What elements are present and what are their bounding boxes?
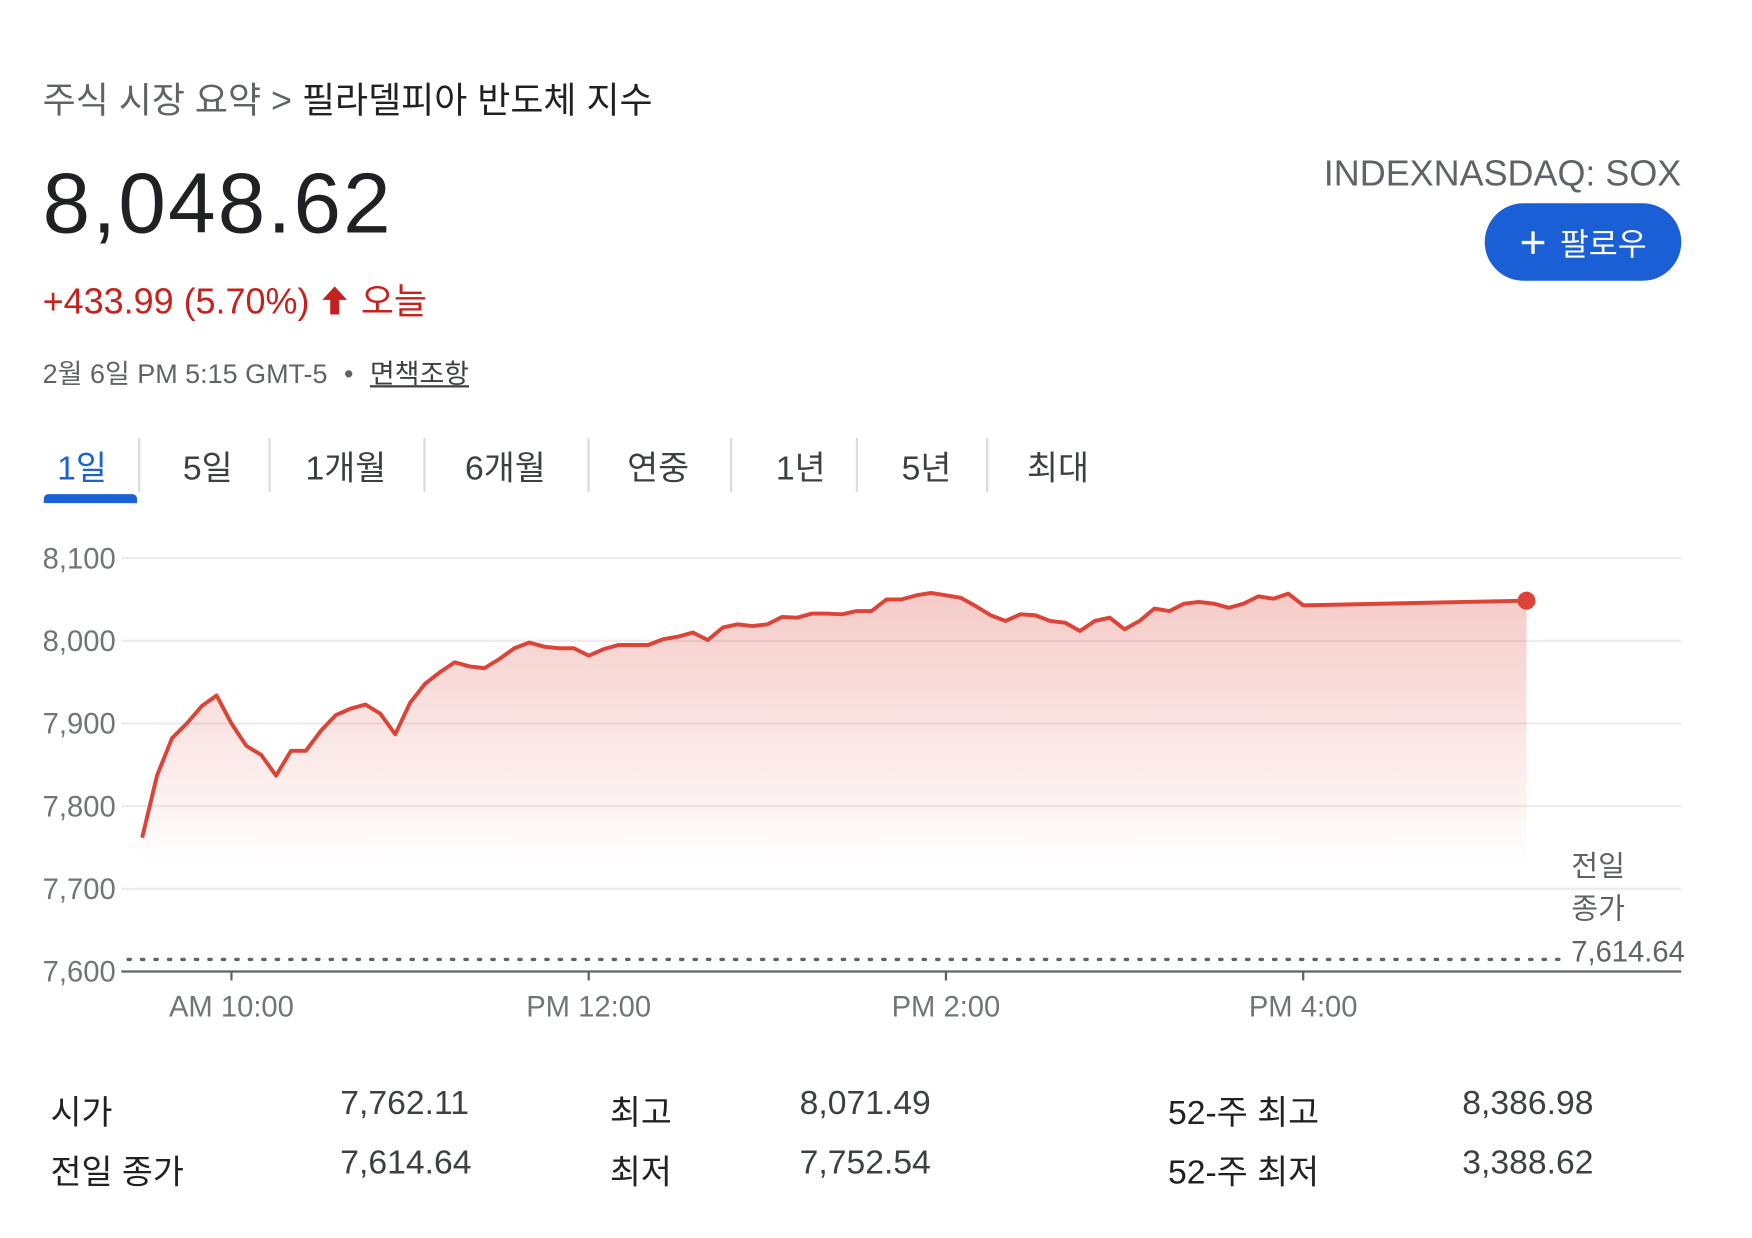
range-tab[interactable]: 1개월 <box>305 450 387 488</box>
period: 오늘 <box>360 280 427 322</box>
range-tab[interactable]: 1일 <box>57 450 107 488</box>
reference-value: 7,614.64 <box>1571 934 1685 969</box>
y-tick-label: 8,100 <box>43 543 116 575</box>
range-tab[interactable]: 최대 <box>1026 450 1089 488</box>
range-tab[interactable]: 연중 <box>627 450 690 488</box>
stat-label: 시가 <box>50 1095 113 1133</box>
stat-label: 52-주 최저 <box>1168 1154 1320 1192</box>
stat-value: 8,071.49 <box>799 1084 931 1122</box>
price: 8,048.62 <box>42 156 393 252</box>
stat-value: 3,388.62 <box>1462 1144 1594 1182</box>
plus-icon <box>1521 230 1545 254</box>
y-tick-label: 8,000 <box>43 626 116 658</box>
breadcrumb-link[interactable]: 주식 시장 요약 <box>42 79 262 121</box>
last-point <box>1517 591 1536 610</box>
tab-separator <box>986 438 989 492</box>
x-tick-label: PM 2:00 <box>892 991 1001 1023</box>
chart: 7,600 7,700 7,800 7,900 8,000 8,100 AM 10:00 PM… <box>43 543 1682 1023</box>
breadcrumb: 주식 시장 요약 > 필라델피아 반도체 지수 <box>43 72 653 124</box>
stat-value: 7,614.64 <box>340 1144 472 1182</box>
tab-separator <box>268 438 271 492</box>
y-tick-label: 7,900 <box>43 709 116 741</box>
x-tick-label: AM 10:00 <box>169 991 294 1023</box>
stat-label: 최저 <box>609 1154 672 1192</box>
breadcrumb-separator: > <box>271 79 293 121</box>
follow-button[interactable]: 팔로우 <box>1484 203 1682 281</box>
x-tick-label: PM 12:00 <box>526 991 651 1023</box>
change-row: +433.99 (5.70%) 오늘 <box>43 273 427 325</box>
y-tick-label: 7,600 <box>43 957 116 989</box>
follow-label: 팔로우 <box>1559 226 1647 262</box>
ticker: INDEXNASDAQ: SOX <box>1323 152 1682 194</box>
range-tab[interactable]: 1년 <box>775 450 826 488</box>
change: +433.99 (5.70%) <box>42 280 310 322</box>
stat-label: 최고 <box>609 1095 672 1133</box>
stat-label: 전일 종가 <box>50 1154 184 1192</box>
range-tab[interactable]: 6개월 <box>465 450 546 488</box>
dot: • <box>343 359 354 390</box>
y-tick-label: 7,800 <box>43 791 116 823</box>
stat-value: 7,752.54 <box>799 1144 931 1182</box>
stat-value: 7,762.11 <box>340 1084 469 1122</box>
tab-separator <box>730 438 733 492</box>
up-arrow <box>322 286 348 315</box>
x-tick-label: PM 4:00 <box>1249 991 1358 1023</box>
stat-value: 8,386.98 <box>1462 1084 1594 1122</box>
range-tab[interactable]: 5년 <box>901 450 952 488</box>
stat-label: 52-주 최고 <box>1168 1095 1320 1133</box>
active-tab-indicator <box>43 494 138 504</box>
tab-separator <box>587 438 590 492</box>
tab-separator <box>138 438 141 492</box>
area-fill <box>142 592 1527 865</box>
tab-separator <box>855 438 859 492</box>
tab-separator <box>423 438 426 492</box>
page-title: 필라델피아 반도체 지수 <box>301 79 653 121</box>
y-tick-label: 7,700 <box>43 874 116 906</box>
price-line <box>140 590 1527 839</box>
range-tab[interactable]: 5일 <box>182 450 233 488</box>
reference-text: 전일 종가 <box>1571 849 1625 926</box>
disclaimer-link[interactable]: 면책조항 <box>369 359 470 390</box>
timestamp: 2월 6일 PM 5:15 GMT-5 <box>42 359 328 390</box>
timestamp-row: 2월 6일 PM 5:15 GMT-5 • 면책조항 <box>43 352 469 391</box>
reference-label: 전일 종가 7,614.64 <box>1571 845 1695 973</box>
